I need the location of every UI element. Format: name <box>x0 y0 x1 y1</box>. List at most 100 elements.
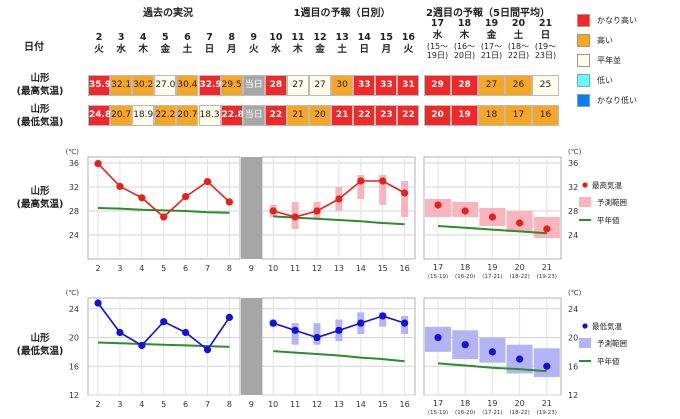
day-number: 11 <box>291 32 305 43</box>
x-tick-sublabel: (17-21) <box>482 274 502 280</box>
x-tick-label: 14 <box>356 400 366 409</box>
table-cell: 23 <box>375 105 398 126</box>
table-cell: 32.9 <box>198 75 222 96</box>
x-tick-sublabel: (18-22) <box>509 410 529 416</box>
legend-label-normal: 平年並 <box>597 56 621 65</box>
x-tick-label: 10 <box>268 400 278 409</box>
table-cell: 22 <box>353 105 376 126</box>
x-tick-label: 2 <box>95 400 100 409</box>
observed-point <box>203 178 212 186</box>
day-number: 17 <box>430 18 445 29</box>
x-tick-sublabel: (16-20) <box>455 274 475 280</box>
table-cell: 21 <box>286 105 309 126</box>
table-cell: 28 <box>451 75 478 96</box>
observed-point <box>182 328 190 337</box>
table-cell: 28 <box>264 75 287 96</box>
x-tick-label: 8 <box>227 400 232 409</box>
table-cell: 35.9 <box>88 75 111 96</box>
x-tick-label: 15 <box>378 264 388 273</box>
table-cell: 29 <box>424 75 451 96</box>
weekday: 水 <box>271 44 281 55</box>
x-tick-label: 3 <box>117 264 122 273</box>
day-number: 8 <box>228 32 235 43</box>
y-tick-label: 24 <box>568 231 578 240</box>
x-tick-label: 16 <box>400 400 410 409</box>
table-cell: 27.0 <box>154 75 177 96</box>
legend-swatch-very-low <box>577 94 590 107</box>
day-header: 11 木 <box>287 32 309 56</box>
x-tick-sublabel: (18-22) <box>509 274 529 280</box>
day-number: 15 <box>379 32 393 43</box>
x-tick-label: 18 <box>460 263 470 272</box>
period-range: (16〜 <box>453 42 476 51</box>
table-cell: 31 <box>397 75 420 96</box>
day-number: 5 <box>162 32 169 43</box>
day-number: 16 <box>401 32 416 43</box>
week2-point <box>461 341 469 349</box>
forecast-range-band <box>379 175 387 205</box>
weekday: 火 <box>248 44 259 55</box>
table-cell: 26 <box>505 75 532 96</box>
forecast-point <box>313 207 321 215</box>
table-cell: 24.8 <box>88 105 111 126</box>
y-tick-label: 32 <box>568 183 578 192</box>
x-tick-label: 8 <box>227 264 232 273</box>
weekday: 日 <box>540 30 551 41</box>
table-cell: 当日 <box>242 105 265 126</box>
x-tick-label: 12 <box>312 264 322 273</box>
period-range: 23日) <box>534 51 557 60</box>
day-header: 13 土 <box>331 32 353 56</box>
table-cell: 18.3 <box>198 105 221 126</box>
x-tick-label: 4 <box>139 264 144 273</box>
table-row-label-min: 山形 (最低気温) <box>16 104 64 128</box>
chart-row-label-min: 山形 (最低気温) <box>16 333 64 357</box>
x-tick-label: 11 <box>290 264 300 273</box>
x-tick-label: 13 <box>334 264 344 273</box>
period-range: (17〜 <box>480 42 503 51</box>
weekday: 日 <box>204 44 215 55</box>
legend-label: 予測範囲 <box>597 197 627 207</box>
observed-point <box>94 299 102 307</box>
weekday: 水 <box>116 44 126 55</box>
day-number: 3 <box>117 32 125 43</box>
x-tick-label: 9 <box>249 264 254 273</box>
weekday: 木 <box>293 44 303 55</box>
day-number: 21 <box>538 18 553 29</box>
x-tick-label: 21 <box>542 263 552 272</box>
legend-swatch-normal <box>577 54 590 67</box>
date-label: 日付 <box>24 42 44 53</box>
forecast-point <box>357 177 365 185</box>
period-range: (18〜 <box>507 42 530 51</box>
legend-swatch-low <box>577 74 590 87</box>
x-tick-label: 7 <box>205 400 210 409</box>
day-number: 10 <box>269 32 283 43</box>
weekday: 木 <box>138 44 148 55</box>
period-range: (19〜 <box>534 42 557 51</box>
today-column <box>241 157 262 259</box>
x-tick-label: 13 <box>334 400 344 409</box>
weekday: 土 <box>337 44 347 55</box>
observed-point <box>138 341 146 350</box>
x-tick-label: 15 <box>378 400 388 409</box>
week2-point <box>543 225 551 233</box>
observed-point <box>116 328 124 337</box>
table-cell: 20.7 <box>110 105 133 126</box>
day-header: 14 日 <box>353 32 375 56</box>
week2-point <box>488 348 496 356</box>
normal-line <box>437 362 547 373</box>
x-tick-label: 17 <box>433 399 443 408</box>
max-temp-chart: (℃) (℃) 24 24 28 28 32 32 36 36 2 3 4 5 6 7 8 9 10 11 12 13 14… <box>66 148 627 280</box>
observed-point <box>94 160 102 168</box>
observed-point <box>225 198 233 206</box>
chart-row-label-max: 山形 (最高気温) <box>16 186 64 210</box>
forecast-point <box>357 319 365 327</box>
y-tick-label: 24 <box>568 305 578 314</box>
table-cell: 20 <box>309 105 332 126</box>
table-cell: 30 <box>331 75 354 96</box>
table-cell: 33 <box>375 75 398 96</box>
forecast-point <box>401 189 409 197</box>
forecast-point <box>379 177 387 185</box>
forecast-range-band <box>357 175 365 199</box>
